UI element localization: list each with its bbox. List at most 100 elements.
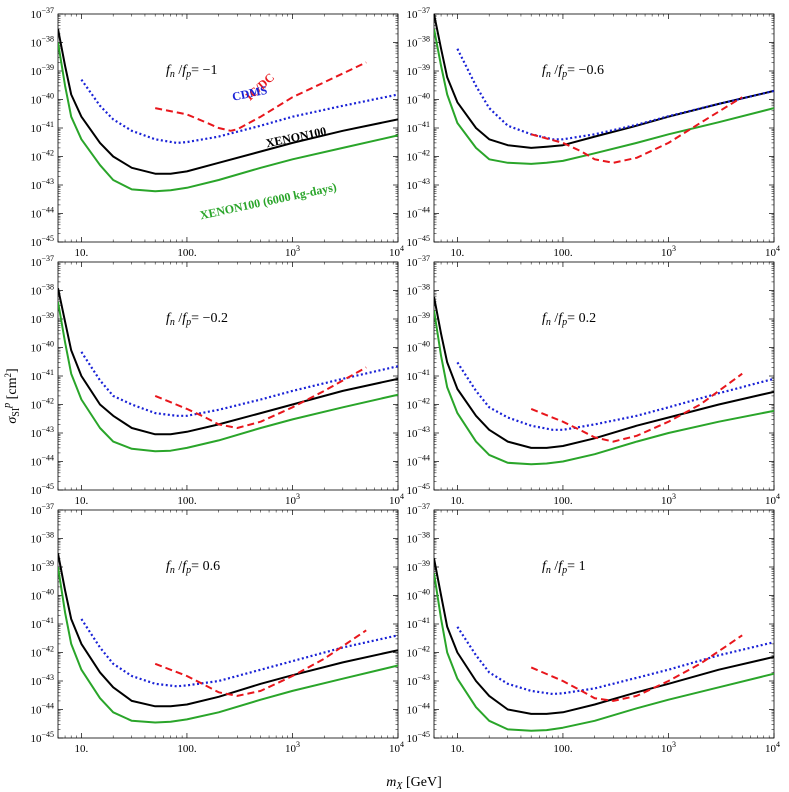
y-ticks [434,261,774,491]
x-tick-label: 104 [389,244,404,259]
y-tick-label: 10−44 [406,454,430,469]
y-tick-label: 10−45 [406,730,430,745]
y-tick-label: 10−41 [30,120,54,135]
x-tick-label: 10. [451,495,465,507]
y-tick-label: 10−45 [30,482,54,497]
y-tick-label: 10−43 [30,673,54,688]
x-tick-label: 104 [389,740,404,755]
y-tick-label: 10−43 [30,177,54,192]
y-tick-label: 10−40 [406,92,430,107]
series-line-xenon100 [434,14,774,149]
y-tick-label: 10−42 [30,645,54,660]
x-tick-label: 103 [285,244,300,259]
y-tick-label: 10−39 [406,311,430,326]
x-tick-label: 103 [661,492,676,507]
x-tick-label: 10. [451,743,465,755]
x-ticks [57,262,399,490]
panel-label-3: fn /fp= −0.2 [166,311,228,328]
panel-label-5: fn /fp= 0.6 [166,559,220,576]
y-tick-label: 10−37 [30,502,54,517]
y-axis-title: σSIp [cm2] [2,368,22,423]
y-tick-label: 10−44 [406,206,430,221]
y-tick-label: 10−39 [30,311,54,326]
x-tick-label: 103 [285,740,300,755]
x-tick-label: 10. [75,495,89,507]
x-ticks [433,14,775,242]
panel-1: 10−45 10−44 10−43 10−42 10−41 10−40 10−39 10−38… [30,6,404,259]
series-line-cdms [456,48,774,141]
plot-frame [433,509,775,739]
series-line-ic-dc [530,372,743,443]
series-label-xenon100-6000-kg-days: XENON100 (6000 kg-days) [199,180,338,223]
x-tick-label: 104 [765,740,780,755]
series-line-xenon100 [434,296,774,449]
y-tick-label: 10−38 [406,35,430,50]
series-group [58,287,398,453]
y-tick-label: 10−40 [30,340,54,355]
x-tick-label: 10. [75,247,89,259]
panel-6: 10−45 10−44 10−43 10−42 10−41 10−40 10−39 10−38… [406,502,780,755]
y-tick-label: 10−43 [406,673,430,688]
x-tick-label: 100. [553,495,573,507]
panel-label-4: fn /fp= 0.2 [542,311,596,328]
y-tick-label: 10−40 [406,340,430,355]
y-tick-label: 10−39 [30,559,54,574]
y-tick-label: 10−38 [30,283,54,298]
y-ticks [434,509,774,739]
y-ticks [58,509,398,739]
x-tick-label: 104 [765,492,780,507]
x-ticks [433,510,775,738]
y-tick-label: 10−45 [30,234,54,249]
panel-label-1: fn /fp= −1 [166,63,217,80]
y-tick-label: 10−40 [406,588,430,603]
x-tick-label: 103 [661,740,676,755]
series-line-xenon100-6000-kg-days [58,566,398,724]
x-tick-label: 100. [177,247,197,259]
x-tick-label: 10. [451,247,465,259]
y-tick-label: 10−45 [406,482,430,497]
x-tick-label: 10. [75,743,89,755]
y-tick-label: 10−44 [30,702,54,717]
y-tick-label: 10−38 [406,531,430,546]
series-line-cdms [80,351,398,417]
series-line-xenon100-6000-kg-days [58,301,398,453]
y-tick-label: 10−38 [30,35,54,50]
y-tick-label: 10−37 [30,254,54,269]
x-ticks [433,262,775,490]
series-line-xenon100-6000-kg-days [434,310,774,466]
panel-4: 10−45 10−44 10−43 10−42 10−41 10−40 10−39 10−38… [406,254,780,507]
y-tick-label: 10−37 [406,254,430,269]
y-tick-label: 10−41 [406,120,430,135]
y-ticks [434,13,774,243]
y-tick-label: 10−44 [406,702,430,717]
series-line-ic-dc [154,629,367,697]
y-ticks [58,261,398,491]
series-label-xenon100: XENON100 [265,124,328,150]
panel-label-2: fn /fp= −0.6 [542,63,604,80]
y-tick-label: 10−42 [406,645,430,660]
y-tick-label: 10−44 [30,454,54,469]
x-tick-label: 100. [553,743,573,755]
y-tick-label: 10−44 [30,206,54,221]
y-tick-label: 10−37 [406,502,430,517]
x-tick-label: 104 [765,244,780,259]
y-tick-label: 10−38 [406,283,430,298]
y-tick-label: 10−40 [30,92,54,107]
series-line-ic-dc [530,634,743,702]
plot-frame [433,13,775,243]
y-tick-label: 10−41 [30,368,54,383]
series-line-ic-dc [155,61,367,132]
series-line-xenon100 [58,553,398,708]
series-line-xenon100 [58,287,398,436]
series-line-xenon100-6000-kg-days [434,28,774,165]
panel-5: 10−45 10−44 10−43 10−42 10−41 10−40 10−39 10−38… [30,502,404,755]
series-line-ic-dc [154,366,367,429]
x-tick-label: 104 [389,492,404,507]
series-group [58,28,398,193]
y-tick-label: 10−41 [30,616,54,631]
series-group [434,14,774,165]
y-tick-label: 10−45 [406,234,430,249]
series-line-cdms [456,626,774,696]
y-tick-label: 10−42 [406,397,430,412]
series-line-ic-dc [530,96,743,164]
